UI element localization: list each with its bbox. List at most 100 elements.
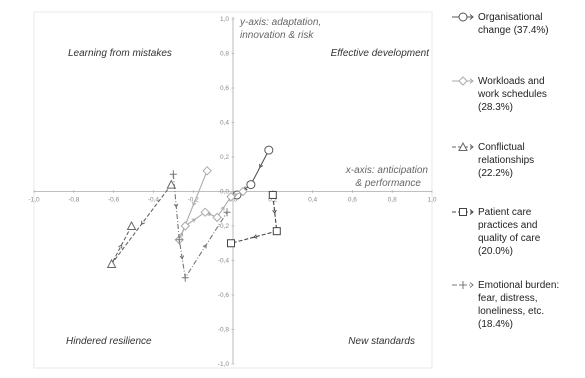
legend-label: loneliness, etc. — [478, 306, 544, 317]
legend: Organisational change (37.4%) Workloads an… — [452, 12, 559, 330]
y-tick-label: -0,2 — [218, 223, 230, 230]
series-point — [238, 186, 248, 197]
series-arrow — [192, 201, 197, 207]
legend-marker — [458, 141, 468, 151]
series-arrow — [118, 244, 123, 249]
legend-label: Conflictual — [478, 142, 525, 153]
tick-labels: -1,0 -0,8 -0,6 -0,4 -0,2 0,0 0,2 0,4 0,6 0,8 1,0 1,… — [28, 16, 436, 368]
series-arrow — [207, 211, 212, 216]
y-tick-label: -0,4 — [218, 258, 230, 265]
legend-arrow — [469, 78, 474, 84]
series-5 — [169, 170, 231, 282]
quadrant-label-top-right: Effective development — [331, 48, 431, 59]
legend-label: (20.0%) — [478, 246, 513, 257]
series-arrow — [179, 232, 184, 237]
legend-arrow — [469, 14, 474, 20]
x-tick-label: -0,6 — [108, 197, 120, 204]
series-point — [166, 179, 177, 189]
legend-label: Workloads and — [478, 76, 545, 87]
series-arrow — [220, 206, 225, 211]
legend-label: Emotional burden: — [478, 280, 559, 291]
series-arrow — [173, 203, 179, 208]
y-tick-label: 0,6 — [220, 85, 229, 92]
legend-label: quality of care — [478, 233, 541, 244]
quadrant-label-bottom-right: New standards — [348, 336, 415, 347]
quadrant-label-bottom-left: Hindered resilience — [66, 336, 152, 347]
x-tick-label: 1,0 — [427, 197, 436, 204]
series-point — [202, 166, 212, 176]
series-point — [200, 207, 210, 217]
y-axis-note-line-1: y-axis: adaptation, — [239, 17, 321, 28]
legend-label: relationships — [478, 155, 534, 166]
series-point — [169, 170, 177, 179]
legend-arrow — [469, 282, 474, 288]
series-point — [226, 191, 236, 202]
legend-marker — [458, 76, 468, 86]
legend-marker — [458, 12, 468, 22]
series-point — [106, 258, 117, 268]
x-tick-label: 0,2 — [268, 197, 277, 204]
legend-item-5: Emotional burden: fear, distress, loneline… — [452, 280, 559, 330]
x-axis-note-line-1: x-axis: anticipation — [345, 165, 429, 176]
series-point — [223, 208, 231, 217]
legend-label: change (37.4%) — [478, 25, 549, 36]
legend-item-4: Patient care practices and quality of care… — [452, 207, 541, 257]
legend-label: practices and — [478, 220, 537, 231]
y-tick-label: 0,0 — [220, 189, 229, 196]
y-tick-label: 0,8 — [220, 51, 229, 58]
series-arrow — [191, 218, 196, 223]
legend-label: fear, distress, — [478, 293, 537, 304]
series-point — [212, 212, 222, 223]
series-arrow — [272, 209, 277, 215]
legend-label: (18.4%) — [478, 319, 513, 330]
y-tick-label: 1,0 — [220, 16, 229, 23]
series-point — [181, 273, 189, 282]
legend-item-3: Conflictual relationships (22.2%) — [452, 141, 534, 179]
x-tick-label: 0,6 — [348, 197, 357, 204]
legend-marker — [459, 281, 467, 289]
series-arrow — [140, 220, 145, 226]
legend-label: work schedules — [477, 89, 547, 100]
x-tick-label: 0,0 — [228, 197, 237, 204]
legend-label: (22.2%) — [478, 168, 513, 179]
legend-label: (28.3%) — [478, 102, 513, 113]
legend-marker — [459, 208, 467, 216]
series-arrow — [233, 193, 238, 198]
x-tick-label: -0,2 — [188, 197, 200, 204]
x-tick-label: -1,0 — [28, 197, 40, 204]
y-tick-label: 0,2 — [220, 154, 229, 161]
quadrant-labels: Learning from mistakes Effective develop… — [66, 48, 430, 347]
series-point — [272, 227, 281, 236]
x-axis-note-line-2: & performance — [355, 178, 421, 189]
series-3 — [106, 179, 177, 268]
series-arrow — [259, 163, 264, 169]
legend-item-2: Workloads and work schedules (28.3%) — [452, 76, 547, 113]
y-tick-label: -0,8 — [218, 327, 230, 334]
y-tick-label: -1,0 — [218, 361, 230, 368]
series-point — [180, 221, 190, 231]
legend-item-1: Organisational change (37.4%) — [452, 12, 549, 36]
quadrant-label-top-left: Learning from mistakes — [68, 48, 172, 59]
legend-arrow — [469, 144, 474, 150]
series-point — [227, 239, 236, 248]
series-point — [268, 190, 277, 199]
y-axis-note-line-2: innovation & risk — [240, 30, 314, 41]
series-arrow — [252, 234, 258, 239]
x-tick-label: 0,4 — [308, 197, 317, 204]
y-tick-label: -0,6 — [218, 292, 230, 299]
y-tick-label: 0,4 — [220, 120, 229, 127]
legend-label: Organisational — [478, 12, 542, 23]
legend-label: Patient care — [478, 207, 532, 218]
x-tick-label: 0,8 — [388, 197, 397, 204]
series-point — [175, 235, 183, 244]
series-4 — [227, 190, 281, 248]
series-point — [264, 145, 274, 155]
series-arrow — [202, 244, 207, 249]
x-tick-label: -0,8 — [68, 197, 80, 204]
axis-notes: y-axis: adaptation, innovation & risk x-… — [239, 17, 428, 189]
series-point — [126, 220, 137, 230]
x-tick-label: -0,4 — [148, 197, 160, 204]
series-arrow — [179, 255, 185, 260]
series-point — [246, 180, 256, 190]
